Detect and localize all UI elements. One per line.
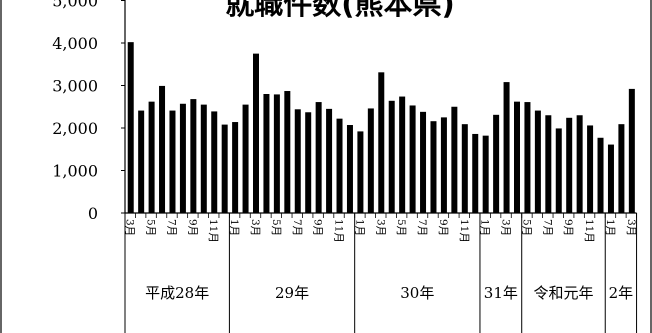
bar bbox=[273, 94, 280, 213]
y-tick-label: 0 bbox=[88, 204, 98, 223]
x-month-label: 11月 bbox=[458, 219, 470, 243]
x-month-label: 9月 bbox=[312, 219, 324, 236]
bar bbox=[305, 112, 312, 213]
bar bbox=[409, 105, 416, 213]
x-month-label: 5月 bbox=[520, 219, 532, 236]
x-month-label: 3月 bbox=[625, 219, 637, 236]
bar bbox=[148, 101, 155, 213]
bar bbox=[263, 94, 270, 213]
bar bbox=[430, 121, 437, 213]
x-month-label: 11月 bbox=[207, 219, 219, 243]
bar bbox=[587, 125, 594, 213]
bar bbox=[367, 108, 374, 213]
x-month-label: 3月 bbox=[124, 219, 136, 236]
bar bbox=[336, 118, 343, 213]
bar bbox=[607, 144, 614, 213]
x-month-label: 5月 bbox=[395, 219, 407, 236]
bar bbox=[200, 104, 207, 213]
bar bbox=[597, 137, 604, 213]
bar bbox=[388, 100, 395, 213]
x-year-label: 30年 bbox=[400, 284, 434, 302]
x-month-label: 3月 bbox=[374, 219, 386, 236]
bar bbox=[534, 110, 541, 213]
bar bbox=[284, 91, 291, 213]
bar bbox=[576, 115, 583, 213]
x-month-label: 9月 bbox=[562, 219, 574, 236]
y-tick-label: 1,000 bbox=[52, 162, 98, 181]
bar bbox=[138, 110, 145, 213]
bar bbox=[514, 101, 520, 213]
x-month-label: 1月 bbox=[228, 219, 240, 236]
x-month-label: 7月 bbox=[416, 219, 428, 236]
x-month-label: 11月 bbox=[333, 219, 345, 243]
bar bbox=[326, 108, 333, 213]
bar bbox=[127, 42, 134, 214]
y-axis: 5,000 4,000 3,000 2,000 1,000 0 bbox=[52, 0, 126, 223]
bar bbox=[461, 124, 468, 213]
bar bbox=[315, 102, 322, 213]
bar bbox=[503, 82, 510, 213]
bar bbox=[524, 102, 531, 213]
bar bbox=[482, 135, 489, 213]
bar bbox=[440, 117, 447, 214]
bar bbox=[253, 53, 259, 214]
x-month-label: 5月 bbox=[270, 219, 282, 236]
bar bbox=[346, 125, 353, 213]
bar bbox=[628, 88, 635, 213]
y-tick-label: 3,000 bbox=[52, 77, 98, 96]
x-year-label: 平成28年 bbox=[145, 284, 209, 302]
x-month-label: 1月 bbox=[604, 219, 616, 236]
x-year-label: 29年 bbox=[275, 284, 309, 302]
x-month-label: 7月 bbox=[291, 219, 303, 236]
bar bbox=[493, 114, 500, 213]
bar bbox=[221, 124, 228, 213]
x-year-label: 令和元年 bbox=[533, 284, 593, 302]
bar bbox=[232, 122, 239, 213]
y-tick-label: 2,000 bbox=[52, 119, 98, 138]
x-month-label: 9月 bbox=[437, 219, 449, 236]
x-month-label: 3月 bbox=[500, 219, 512, 236]
bar bbox=[399, 96, 406, 213]
bar bbox=[294, 109, 301, 213]
bar bbox=[357, 131, 364, 213]
bar bbox=[242, 104, 249, 213]
bar bbox=[472, 133, 479, 213]
bar bbox=[378, 72, 385, 213]
x-axis: 3月 5月 7月 9月 11月 1月 3月 5月 7月 9月 11月 1月 3月 5月 7月 9月 11月 1月 3… bbox=[124, 212, 638, 333]
bar bbox=[179, 103, 186, 213]
bar bbox=[618, 124, 625, 213]
x-year-label: 31年 bbox=[484, 284, 518, 302]
bar bbox=[211, 111, 218, 213]
bar bbox=[169, 110, 176, 213]
x-month-label: 7月 bbox=[541, 219, 553, 236]
bar bbox=[545, 115, 552, 213]
x-month-label: 5月 bbox=[145, 219, 157, 236]
bar bbox=[190, 99, 197, 213]
x-year-label: 2年 bbox=[609, 284, 634, 302]
bar bbox=[451, 106, 458, 213]
x-month-label: 7月 bbox=[165, 219, 177, 236]
y-tick-label: 4,000 bbox=[52, 34, 98, 53]
x-month-label: 1月 bbox=[479, 219, 491, 236]
x-month-label: 3月 bbox=[249, 219, 261, 236]
bar bbox=[159, 85, 166, 213]
x-month-label: 11月 bbox=[583, 219, 595, 243]
bar bbox=[555, 128, 562, 214]
chart-title: 就職件数(熊本県) bbox=[225, 0, 455, 21]
x-month-label: 9月 bbox=[186, 219, 198, 236]
x-month-label: 1月 bbox=[353, 219, 365, 236]
bar-series bbox=[127, 42, 635, 214]
bar bbox=[566, 117, 573, 213]
y-tick-label: 5,000 bbox=[52, 0, 98, 11]
bar bbox=[420, 111, 427, 213]
